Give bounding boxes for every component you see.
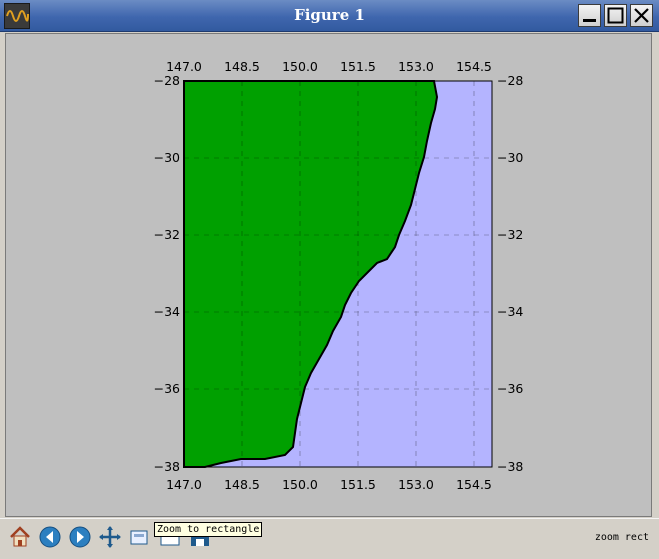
x-tick-bottom: 148.5 <box>224 477 260 492</box>
x-tick-bottom: 147.0 <box>166 477 202 492</box>
home-button[interactable] <box>7 524 33 550</box>
x-tick-bottom: 150.0 <box>282 477 318 492</box>
y-tick-right: −30 <box>497 150 523 165</box>
back-arrow-icon <box>39 526 61 548</box>
maximize-icon <box>607 7 624 24</box>
minimize-icon <box>583 19 596 22</box>
close-button[interactable] <box>630 4 653 27</box>
y-tick-right: −34 <box>497 304 523 319</box>
x-tick-top: 153.0 <box>398 59 434 74</box>
zoom-button[interactable] <box>127 524 153 550</box>
toolbar-mode-message: zoom rect <box>594 532 649 543</box>
minimize-button[interactable] <box>578 4 601 27</box>
x-tick-top: 150.0 <box>282 59 318 74</box>
close-icon <box>634 8 649 23</box>
maximize-button[interactable] <box>604 4 627 27</box>
pan-icon <box>99 526 121 548</box>
y-tick-right: −36 <box>497 381 523 396</box>
y-tick-left: −32 <box>154 227 180 242</box>
back-button[interactable] <box>37 524 63 550</box>
forward-arrow-icon <box>69 526 91 548</box>
map-figure: 147.0 148.5 150.0 151.5 153.0 154.5 147.… <box>154 59 524 492</box>
y-tick-left: −30 <box>154 150 180 165</box>
matplotlib-wave-icon[interactable] <box>4 3 30 29</box>
land-area <box>183 80 439 468</box>
x-tick-top: 151.5 <box>340 59 376 74</box>
x-tick-top: 148.5 <box>224 59 260 74</box>
grid <box>184 81 492 467</box>
y-tick-right: −28 <box>497 73 523 88</box>
y-tick-left: −34 <box>154 304 180 319</box>
forward-button[interactable] <box>67 524 93 550</box>
axes-frame <box>183 80 493 468</box>
y-tick-right: −32 <box>497 227 523 242</box>
x-tick-top: 147.0 <box>166 59 202 74</box>
x-tick-bottom: 151.5 <box>340 477 376 492</box>
x-tick-top: 154.5 <box>456 59 492 74</box>
y-tick-left: −28 <box>154 73 180 88</box>
pan-button[interactable] <box>97 524 123 550</box>
y-tick-left: −36 <box>154 381 180 396</box>
zoom-icon <box>130 530 148 545</box>
x-tick-bottom: 153.0 <box>398 477 434 492</box>
home-icon <box>10 526 30 547</box>
figure-canvas[interactable]: 147.0 148.5 150.0 151.5 153.0 154.5 147.… <box>5 33 652 517</box>
navigation-toolbar: zoom rect <box>0 518 659 559</box>
x-tick-bottom: 154.5 <box>456 477 492 492</box>
y-tick-right: −38 <box>497 459 523 474</box>
window-title: Figure 1 <box>294 6 365 24</box>
y-tick-left: −38 <box>154 459 180 474</box>
window-titlebar[interactable]: Figure 1 <box>0 0 659 32</box>
zoom-tooltip: Zoom to rectangle <box>154 522 263 537</box>
